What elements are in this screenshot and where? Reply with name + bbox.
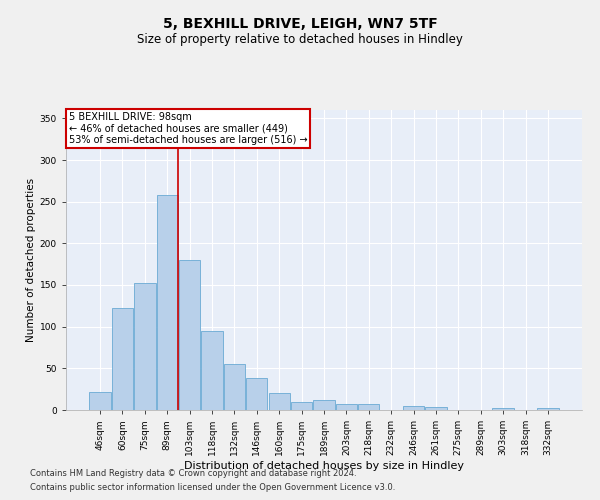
Text: 5, BEXHILL DRIVE, LEIGH, WN7 5TF: 5, BEXHILL DRIVE, LEIGH, WN7 5TF: [163, 18, 437, 32]
X-axis label: Distribution of detached houses by size in Hindley: Distribution of detached houses by size …: [184, 461, 464, 471]
Text: Contains HM Land Registry data © Crown copyright and database right 2024.: Contains HM Land Registry data © Crown c…: [30, 468, 356, 477]
Y-axis label: Number of detached properties: Number of detached properties: [26, 178, 35, 342]
Bar: [313, 400, 335, 410]
Bar: [269, 394, 290, 410]
Text: Size of property relative to detached houses in Hindley: Size of property relative to detached ho…: [137, 32, 463, 46]
Bar: [89, 392, 111, 410]
Text: Contains public sector information licensed under the Open Government Licence v3: Contains public sector information licen…: [30, 484, 395, 492]
Bar: [246, 378, 268, 410]
Text: 5 BEXHILL DRIVE: 98sqm
← 46% of detached houses are smaller (449)
53% of semi-de: 5 BEXHILL DRIVE: 98sqm ← 46% of detached…: [68, 112, 307, 144]
Bar: [358, 404, 379, 410]
Bar: [537, 408, 559, 410]
Bar: [157, 195, 178, 410]
Bar: [425, 406, 446, 410]
Bar: [403, 406, 424, 410]
Bar: [134, 284, 155, 410]
Bar: [179, 260, 200, 410]
Bar: [493, 408, 514, 410]
Bar: [291, 402, 312, 410]
Bar: [336, 404, 357, 410]
Bar: [202, 331, 223, 410]
Bar: [112, 308, 133, 410]
Bar: [224, 364, 245, 410]
